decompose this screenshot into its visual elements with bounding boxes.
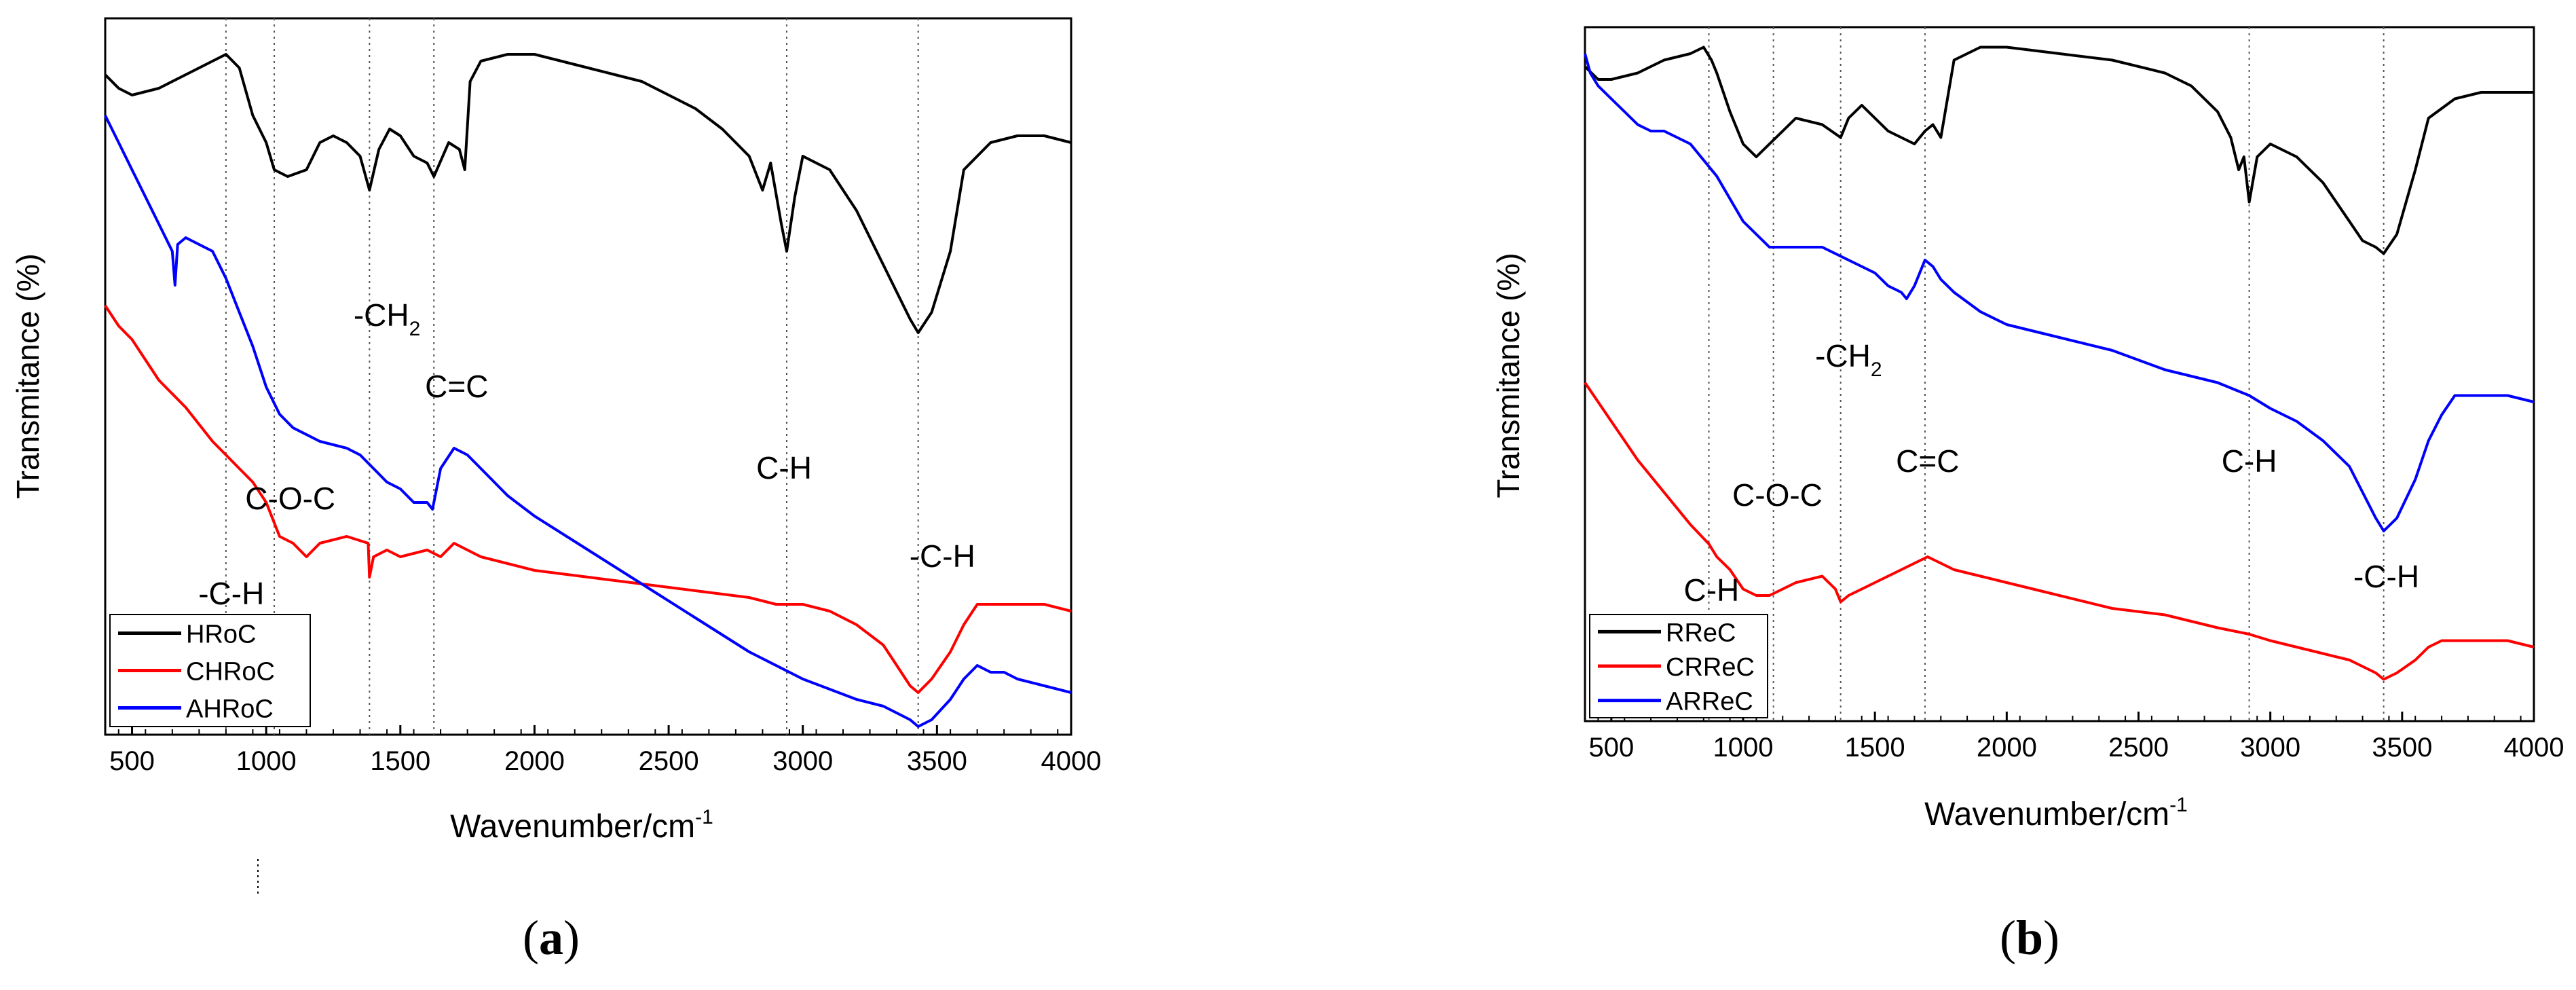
annotation-5: -C-H bbox=[910, 538, 975, 574]
annotation-text: C-H bbox=[756, 450, 812, 485]
annotation-text: C-O-C bbox=[1732, 477, 1823, 513]
x-ticks-a: 500 1000 1500 2000 2500 3000 3500 4000 bbox=[109, 725, 1101, 776]
legend-label-chroc: CHRoC bbox=[186, 658, 275, 686]
annotation-1: C-O-C bbox=[245, 481, 335, 516]
annotation-2: -CH2 bbox=[1815, 338, 1882, 381]
annotations-b: C-H C-O-C -CH2 C=C C-H -C-H bbox=[1684, 338, 2420, 608]
annotation-0: C-H bbox=[1684, 572, 1740, 608]
annotation-5: -C-H bbox=[2353, 559, 2419, 594]
legend-b: RReC CRReC ARReC bbox=[1589, 614, 1768, 718]
panel-label-a-close: ) bbox=[563, 911, 580, 965]
x-tick-label-3000: 3000 bbox=[772, 746, 833, 776]
annotation-3: C=C bbox=[1896, 443, 1959, 479]
series-a bbox=[104, 53, 1072, 728]
panel-label-b: (b) bbox=[2000, 911, 2059, 965]
x-axis-label-a: Wavenumber/cm-1 bbox=[450, 806, 713, 845]
panel-a: 500 1000 1500 2000 2500 3000 3500 4000 -C-H C-O-… bbox=[10, 17, 1101, 965]
annotation-1: C-O-C bbox=[1732, 477, 1823, 513]
x-axis-label-sup-b: -1 bbox=[2169, 794, 2188, 816]
panel-label-a: (a) bbox=[523, 911, 580, 965]
annotation-text: C-O-C bbox=[245, 481, 335, 516]
plot-frame-a bbox=[104, 17, 1072, 736]
series-line-chroc bbox=[104, 304, 1072, 694]
panel-label-b-close: ) bbox=[2043, 911, 2059, 965]
panel-label-b-open: ( bbox=[2000, 911, 2016, 965]
annotation-text: -C-H bbox=[2353, 559, 2419, 594]
x-tick-label-4000: 4000 bbox=[2504, 733, 2564, 763]
x-axis-label-text-b: Wavenumber/cm bbox=[1924, 796, 2169, 832]
x-tick-label-500: 500 bbox=[109, 746, 155, 776]
annotation-text: C=C bbox=[1896, 443, 1959, 479]
legend-label-hroc: HRoC bbox=[186, 621, 256, 649]
series-b bbox=[1584, 45, 2535, 681]
panel-label-a-letter: a bbox=[539, 911, 563, 965]
legend-label-rrec: RReC bbox=[1666, 619, 1736, 647]
x-tick-label-1500: 1500 bbox=[1845, 733, 1905, 763]
x-ticks-b: 500 1000 1500 2000 2500 3000 3500 4000 bbox=[1588, 712, 2564, 763]
series-line-hroc bbox=[104, 53, 1072, 334]
annotation-text: C-H bbox=[1684, 572, 1740, 608]
annotation-2: -CH2 bbox=[354, 297, 420, 340]
annotation-text: C=C bbox=[425, 369, 488, 404]
x-tick-label-2500: 2500 bbox=[2108, 733, 2169, 763]
x-axis-label-b: Wavenumber/cm-1 bbox=[1924, 794, 2188, 832]
y-axis-label-b: Transmitance (%) bbox=[1491, 253, 1526, 498]
x-tick-label-2000: 2000 bbox=[504, 746, 565, 776]
x-axis-label-sup-a: -1 bbox=[695, 806, 713, 828]
x-tick-label-2000: 2000 bbox=[1977, 733, 2037, 763]
panel-label-a-open: ( bbox=[523, 911, 539, 965]
annotation-text: -C-H bbox=[198, 576, 264, 611]
x-tick-label-1000: 1000 bbox=[1713, 733, 1774, 763]
annotation-text: -CH bbox=[354, 297, 409, 333]
annotation-4: C-H bbox=[2222, 443, 2277, 479]
x-tick-label-1500: 1500 bbox=[370, 746, 430, 776]
legend-label-arrec: ARReC bbox=[1666, 688, 1753, 716]
annotation-4: C-H bbox=[756, 450, 812, 485]
x-tick-label-1000: 1000 bbox=[236, 746, 297, 776]
series-line-arrec bbox=[1584, 53, 2535, 532]
series-line-ahroc bbox=[104, 115, 1072, 728]
annotation-subscript: 2 bbox=[1871, 359, 1882, 381]
y-axis-label-a: Transmitance (%) bbox=[10, 253, 45, 498]
series-line-rrec bbox=[1584, 45, 2534, 255]
x-tick-label-500: 500 bbox=[1588, 733, 1634, 763]
legend-label-ahroc: AHRoC bbox=[186, 695, 274, 724]
x-tick-label-3000: 3000 bbox=[2240, 733, 2300, 763]
annotation-0: -C-H bbox=[198, 576, 264, 611]
annotation-text: C-H bbox=[2222, 443, 2277, 479]
x-tick-label-2500: 2500 bbox=[639, 746, 699, 776]
annotation-subscript: 2 bbox=[409, 318, 421, 340]
x-tick-label-3500: 3500 bbox=[2372, 733, 2432, 763]
x-axis-label-text-a: Wavenumber/cm bbox=[450, 809, 695, 845]
plot-frame-b bbox=[1584, 26, 2535, 722]
panel-label-b-letter: b bbox=[2016, 911, 2043, 965]
marker-lines-b bbox=[1708, 27, 2385, 721]
annotation-3: C=C bbox=[425, 369, 488, 404]
legend-a: HRoC CHRoC AHRoC bbox=[109, 614, 311, 727]
x-tick-label-4000: 4000 bbox=[1041, 746, 1102, 776]
panel-b: 500 1000 1500 2000 2500 3000 3500 4000 C-H C-O-C… bbox=[1491, 26, 2564, 965]
marker-lines-a bbox=[225, 18, 919, 735]
annotation-text: -C-H bbox=[910, 538, 975, 574]
series-line-crrec bbox=[1584, 382, 2535, 681]
legend-label-crrec: CRReC bbox=[1666, 653, 1755, 682]
x-tick-label-3500: 3500 bbox=[907, 746, 967, 776]
annotation-text: -CH bbox=[1815, 338, 1871, 373]
